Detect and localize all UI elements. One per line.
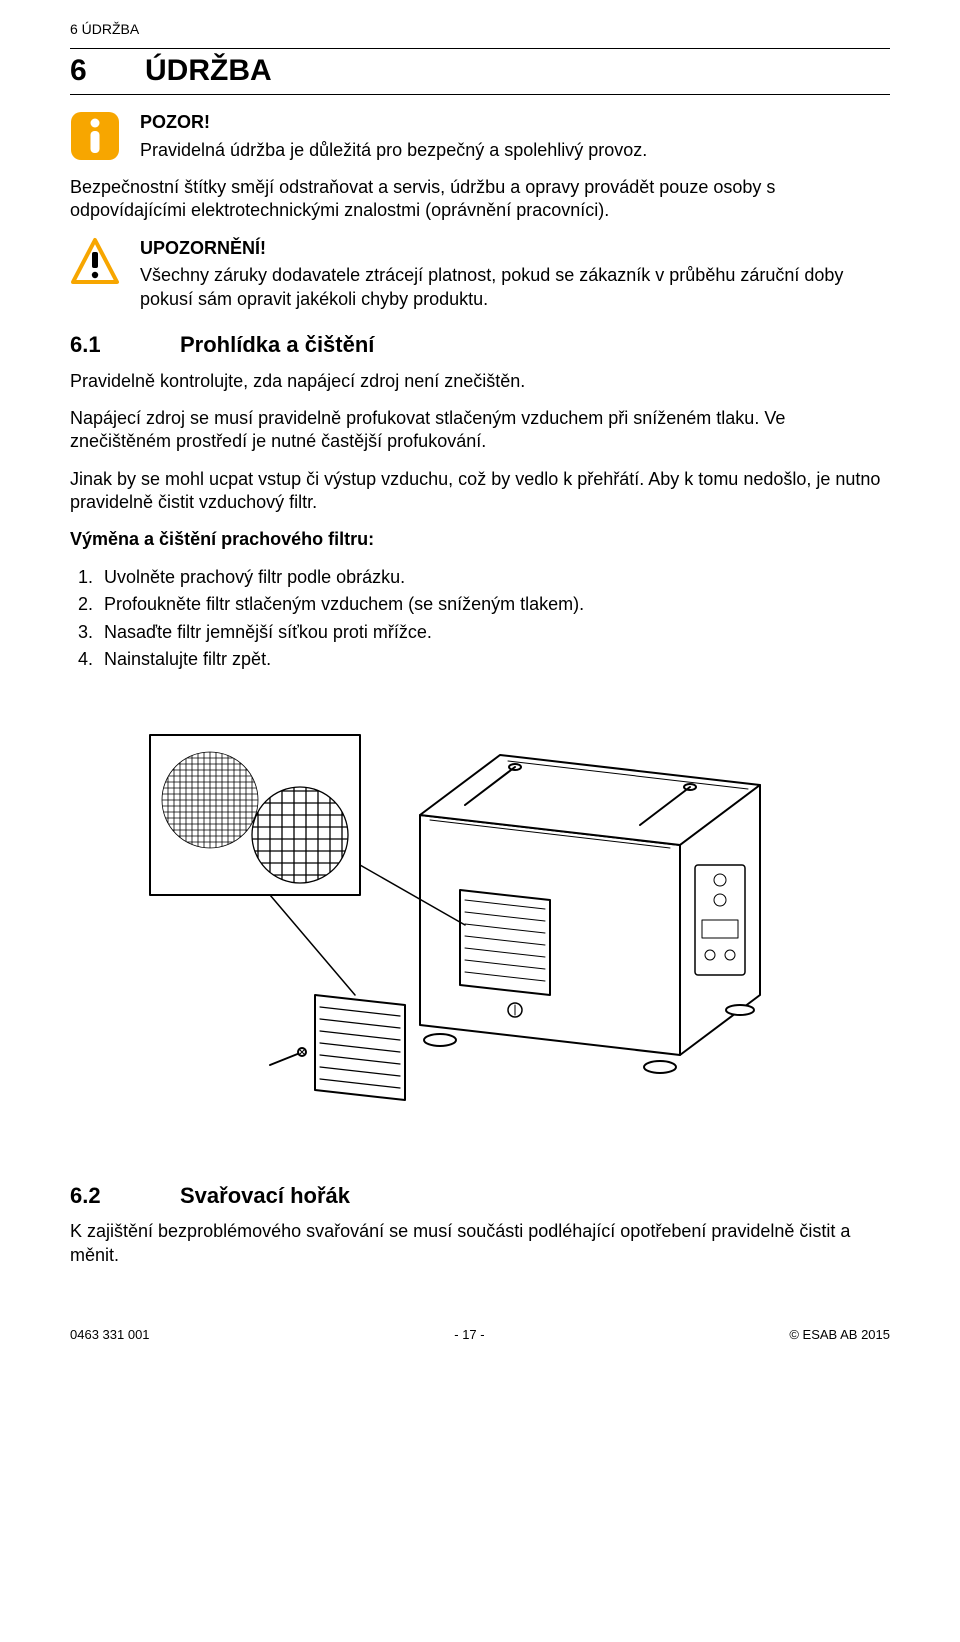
step-item: Profoukněte filtr stlačeným vzduchem (se… xyxy=(98,593,890,616)
notice-text: Všechny záruky dodavatele ztrácejí platn… xyxy=(140,264,890,311)
rule-top xyxy=(70,48,890,49)
section-number: 6.2 xyxy=(70,1182,140,1211)
footer-left: 0463 331 001 xyxy=(70,1327,150,1344)
notice-text: Pravidelná údržba je důležitá pro bezpeč… xyxy=(140,139,890,162)
section62-p1: K zajištění bezproblémového svařování se… xyxy=(70,1220,890,1267)
section61-subhead: Výměna a čištění prachového filtru: xyxy=(70,528,890,551)
safety-paragraph: Bezpečnostní štítky smějí odstraňovat a … xyxy=(70,176,890,223)
notice-title: POZOR! xyxy=(140,111,890,134)
section-title: Prohlídka a čištění xyxy=(180,331,374,360)
filter-steps-list: Uvolněte prachový filtr podle obrázku. P… xyxy=(98,566,890,672)
footer-page-number: - 17 - xyxy=(454,1327,484,1344)
footer-right: © ESAB AB 2015 xyxy=(789,1327,890,1344)
notice-body: UPOZORNĚNÍ! Všechny záruky dodavatele zt… xyxy=(140,237,890,311)
section-number: 6.1 xyxy=(70,331,140,360)
chapter-number: 6 xyxy=(70,51,140,90)
section61-p3: Jinak by se mohl ucpat vstup či výstup v… xyxy=(70,468,890,515)
section61-p1: Pravidelně kontrolujte, zda napájecí zdr… xyxy=(70,370,890,393)
info-icon xyxy=(70,111,120,161)
step-item: Uvolněte prachový filtr podle obrázku. xyxy=(98,566,890,589)
chapter-title: ÚDRŽBA xyxy=(145,51,272,90)
running-header: 6 ÚDRŽBA xyxy=(70,20,890,38)
page-footer: 0463 331 001 - 17 - © ESAB AB 2015 xyxy=(70,1327,890,1344)
notice-body: POZOR! Pravidelná údržba je důležitá pro… xyxy=(140,111,890,162)
rule-bottom xyxy=(70,94,890,95)
filter-replacement-figure xyxy=(70,695,890,1141)
step-item: Nainstalujte filtr zpět. xyxy=(98,648,890,671)
notice-pozor: POZOR! Pravidelná údržba je důležitá pro… xyxy=(70,111,890,162)
chapter-heading: 6 ÚDRŽBA xyxy=(70,51,890,90)
step-item: Nasaďte filtr jemnější síťkou proti mříž… xyxy=(98,621,890,644)
warning-icon xyxy=(70,237,120,287)
section-heading-61: 6.1 Prohlídka a čištění xyxy=(70,331,890,360)
section-title: Svařovací hořák xyxy=(180,1182,350,1211)
notice-title: UPOZORNĚNÍ! xyxy=(140,237,890,260)
section-heading-62: 6.2 Svařovací hořák xyxy=(70,1182,890,1211)
notice-upozorneni: UPOZORNĚNÍ! Všechny záruky dodavatele zt… xyxy=(70,237,890,311)
section61-p2: Napájecí zdroj se musí pravidelně profuk… xyxy=(70,407,890,454)
